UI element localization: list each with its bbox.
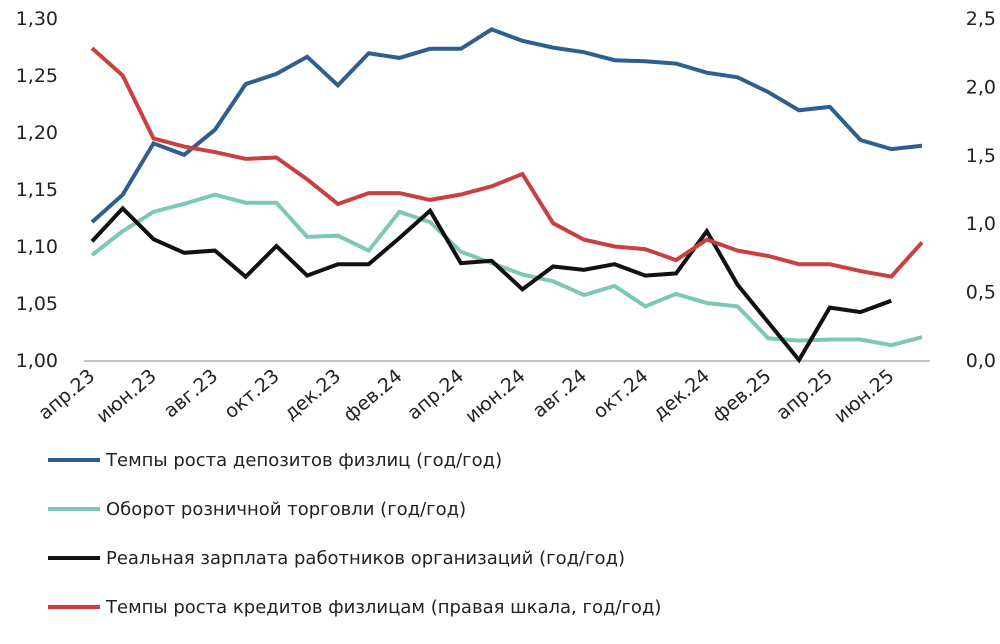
x-tick-label: окт.24 [589,365,652,423]
legend-swatch-retail [48,507,100,511]
x-tick-label: авг.23 [160,365,222,422]
y-right-tick-label: 2,5 [966,8,996,30]
y-left-tick-label: 1,20 [16,122,58,144]
y-right-tick-label: 1,0 [966,213,996,235]
legend-swatch-loans [48,605,100,609]
legend-item-wages: Реальная зарплата работников организаций… [48,546,661,570]
chart: 1,00 1,05 1,10 1,15 1,20 1,25 1,30 0,0 0,5 1,0 1,… [16,8,996,427]
x-tick-label: авг.24 [529,365,591,422]
y-right-tick-label: 0,5 [966,282,996,304]
x-tick-label: дек.24 [649,365,714,425]
legend: Темпы роста депозитов физлиц (год/год) О… [48,448,661,644]
legend-label-deposits: Темпы роста депозитов физлиц (год/год) [106,449,503,471]
legend-item-deposits: Темпы роста депозитов физлиц (год/год) [48,448,661,472]
legend-swatch-wages [48,556,100,560]
y-left-tick-label: 1,30 [16,8,58,30]
series-line-3 [90,46,924,279]
series-layer [90,27,924,364]
x-tick-label: окт.23 [220,365,283,423]
x-tick-label: июн.25 [830,365,899,427]
legend-label-retail: Оборот розничной торговли (год/год) [106,498,467,520]
legend-label-loans: Темпы роста кредитов физлицам (правая шк… [106,596,662,618]
x-tick-label: апр.23 [34,365,99,424]
x-tick-label: фев.25 [708,365,775,426]
legend-label-wages: Реальная зарплата работников организаций… [106,547,626,569]
legend-item-loans: Темпы роста кредитов физлицам (правая шк… [48,595,661,619]
x-tick-label: апр.24 [403,365,468,424]
y-left-tick-label: 1,00 [16,350,58,372]
left-axis: 1,00 1,05 1,10 1,15 1,20 1,25 1,30 [16,8,58,372]
series-line-2 [90,205,892,364]
x-tick-label: апр.25 [772,365,837,424]
y-left-tick-label: 1,10 [16,236,58,258]
series-line-0 [90,27,923,224]
x-tick-label: июн.23 [92,365,161,427]
x-tick-label: фев.24 [339,365,406,426]
x-tick-label: дек.23 [280,365,345,425]
series-line-1 [90,192,923,348]
x-tick-label: июн.24 [461,365,530,427]
legend-swatch-deposits [48,458,100,462]
y-right-tick-label: 2,0 [966,76,996,98]
y-left-tick-label: 1,05 [16,293,58,315]
y-right-tick-label: 1,5 [966,145,996,167]
legend-item-retail: Оборот розничной торговли (год/год) [48,497,661,521]
y-left-tick-label: 1,25 [16,65,58,87]
y-left-tick-label: 1,15 [16,179,58,201]
y-right-tick-label: 0,0 [966,350,996,372]
right-axis: 0,0 0,5 1,0 1,5 2,0 2,5 [966,8,996,372]
